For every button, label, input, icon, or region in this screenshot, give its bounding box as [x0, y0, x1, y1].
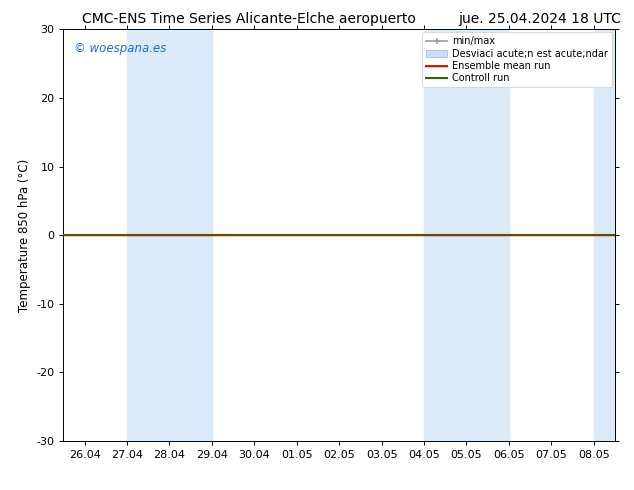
Y-axis label: Temperature 850 hPa (°C): Temperature 850 hPa (°C): [18, 159, 30, 312]
Bar: [594, 29, 615, 441]
Bar: [169, 29, 212, 441]
Legend: min/max, Desviaci acute;n est acute;ndar, Ensemble mean run, Controll run: min/max, Desviaci acute;n est acute;ndar…: [422, 32, 612, 87]
Text: CMC-ENS Time Series Alicante-Elche aeropuerto: CMC-ENS Time Series Alicante-Elche aerop…: [82, 12, 417, 26]
Bar: [127, 29, 169, 441]
Bar: [467, 29, 509, 441]
Text: © woespana.es: © woespana.es: [74, 42, 167, 55]
Bar: [424, 29, 467, 441]
Text: jue. 25.04.2024 18 UTC: jue. 25.04.2024 18 UTC: [458, 12, 621, 26]
